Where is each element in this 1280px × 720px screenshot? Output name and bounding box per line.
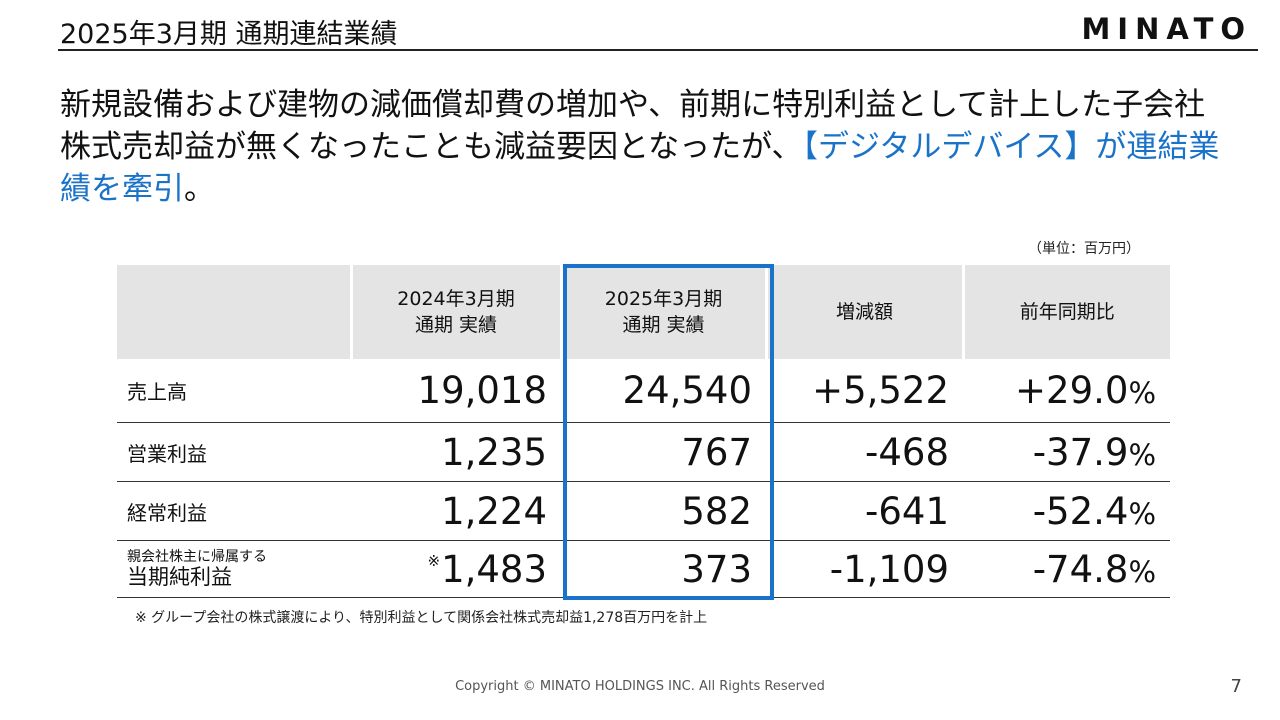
prev-value: 1,483 [441,547,547,591]
percent-sign: % [1128,496,1156,531]
row-label-main: 当期純利益 [127,565,232,589]
row-label: 親会社株主に帰属する 当期純利益 [117,540,351,598]
row-label-small: 親会社株主に帰属する [127,549,267,565]
cell-prev: 19,018 [351,359,561,423]
cell-prev: 1,235 [351,422,561,482]
cell-prev: 1,224 [351,481,561,541]
ratio-value: -74.8 [1032,547,1129,591]
cell-curr: 373 [561,540,766,598]
footnote: ※ グループ会社の株式譲渡により、特別利益として関係会社株式売却益1,278百万… [135,610,708,626]
row-label: 経常利益 [117,481,351,541]
minato-logo: MINATO [1081,12,1252,46]
cell-ratio: -74.8% [963,540,1170,598]
row-label: 営業利益 [117,422,351,482]
header-change: 増減額 [766,265,965,359]
cell-change: -468 [766,422,963,482]
cell-change: +5,522 [766,359,963,423]
cell-ratio: -52.4% [963,481,1170,541]
table-header-row: 2024年3月期 通期 実績 2025年3月期 通期 実績 増減額 前年同期比 [117,265,1170,359]
header-curr-line1: 2025年3月期 [604,288,723,310]
table-row: 営業利益 1,235 767 -468 -37.9% [117,422,1170,482]
row-label: 売上高 [117,359,351,423]
cell-curr: 24,540 [561,359,766,423]
note-mark: ※ [427,551,441,570]
header-curr-year: 2025年3月期 通期 実績 [561,265,768,359]
header-prev-line2: 通期 実績 [414,314,498,336]
lead-text-highlight: 【デジタルデバイス】が連結業績を牽引 [60,129,1220,207]
lead-text-part1: 新規設備および建物の減価償却費の増加や、前期に特別利益として計上した子会社株式売… [60,87,1206,165]
header-prev-year: 2024年3月期 通期 実績 [351,265,563,359]
table-row: 売上高 19,018 24,540 +5,522 +29.0% [117,359,1170,423]
percent-sign: % [1128,437,1156,472]
slide-title: 2025年3月期 通期連結業績 [60,19,398,50]
ratio-value: +29.0 [1015,369,1129,412]
header-empty [117,265,353,359]
cell-change: -641 [766,481,963,541]
header-prev-line1: 2024年3月期 [397,288,515,310]
cell-change: -1,109 [766,540,963,598]
lead-text: 新規設備および建物の減価償却費の増加や、前期に特別利益として計上した子会社株式売… [60,84,1220,210]
table-row: 経常利益 1,224 582 -641 -52.4% [117,481,1170,541]
ratio-value: -37.9 [1032,430,1129,474]
percent-sign: % [1128,554,1156,589]
cell-ratio: -37.9% [963,422,1170,482]
table-row: 親会社株主に帰属する 当期純利益 ※1,483 373 -1,109 -74.8% [117,540,1170,598]
percent-sign: % [1128,376,1156,410]
title-divider [58,49,1258,51]
unit-note: （単位：百万円） [1028,241,1140,257]
cell-prev: ※1,483 [351,540,561,598]
copyright: Copyright © MINATO HOLDINGS INC. All Rig… [455,679,825,694]
header-curr-line2: 通期 実績 [622,314,705,336]
results-table: 2024年3月期 通期 実績 2025年3月期 通期 実績 増減額 前年同期比 売上… [117,265,1170,598]
cell-curr: 767 [561,422,766,482]
lead-text-end: 。 [184,171,215,207]
cell-ratio: +29.0% [963,359,1170,423]
page-number: 7 [1230,676,1242,697]
header-ratio: 前年同期比 [963,265,1170,359]
cell-curr: 582 [561,481,766,541]
ratio-value: -52.4 [1032,489,1129,533]
